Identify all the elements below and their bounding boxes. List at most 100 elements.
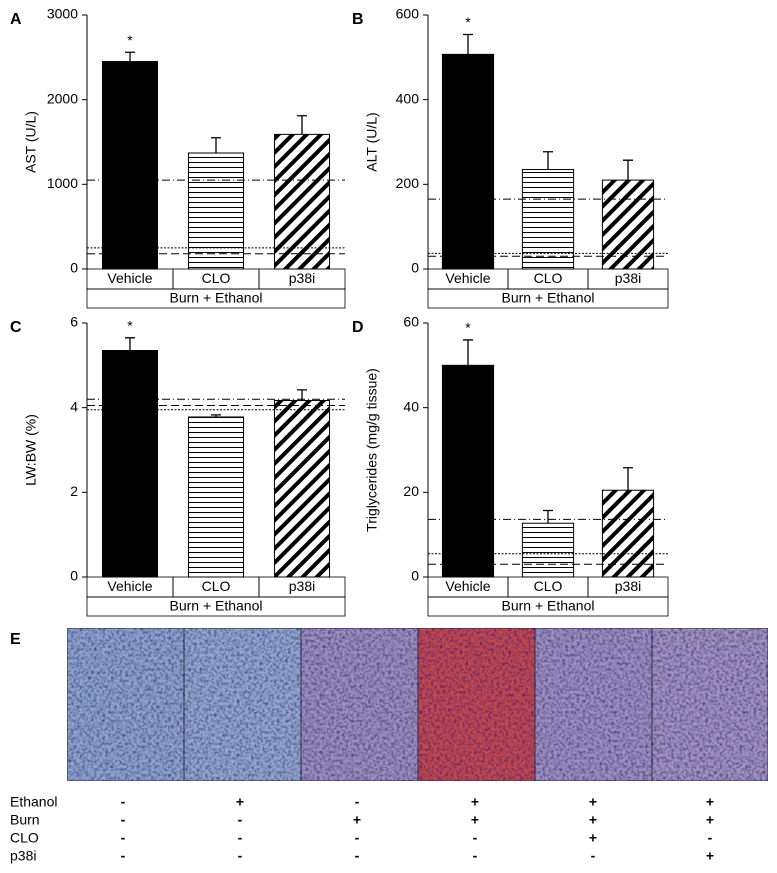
error-bar: [125, 51, 135, 62]
histology-image: [534, 627, 653, 782]
treatment-flag: -: [355, 848, 360, 864]
bar-chart: C LW:BW (%) 0 2 4 6 * Vehicle CLO p38i Burn + Etha…: [10, 314, 346, 617]
panel-label: A: [10, 11, 22, 28]
treatment-flag: -: [121, 830, 126, 846]
panel-label: D: [352, 319, 364, 336]
treatment-flag: -: [238, 830, 243, 846]
y-tick-label: 0: [70, 260, 78, 276]
bar: [521, 169, 575, 270]
bar: [187, 152, 245, 270]
treatment-flag: -: [355, 794, 360, 810]
bar: [521, 522, 575, 578]
y-tick-label: 600: [396, 6, 420, 22]
error-bar: [463, 339, 473, 366]
x-tick-label: Vehicle: [445, 270, 490, 286]
x-tick-label: CLO: [534, 578, 563, 594]
significance-mark: *: [465, 14, 471, 30]
bar: [273, 399, 331, 578]
treatment-flag: -: [121, 794, 126, 810]
panel-e: E: [10, 627, 769, 782]
group-label: Burn + Ethanol: [169, 290, 262, 306]
group-cell: [86, 596, 346, 617]
bar: [601, 179, 655, 270]
error-bar: [297, 115, 307, 135]
treatment-name: CLO: [10, 830, 39, 846]
x-tick-label: CLO: [202, 578, 231, 594]
error-bar: [125, 337, 135, 351]
treatment-flag: -: [238, 812, 243, 828]
treatment-flag: +: [471, 794, 479, 810]
group-cell: [427, 596, 669, 617]
y-tick-label: 6: [70, 314, 78, 330]
y-axis-label: Triglycerides (mg/g tissue): [364, 368, 380, 532]
treatment-name: Ethanol: [10, 794, 57, 810]
bar: [601, 489, 655, 578]
y-tick-label: 4: [70, 398, 78, 414]
treatment-flag: +: [706, 794, 714, 810]
panel-label: B: [352, 11, 364, 28]
significance-mark: *: [127, 32, 133, 48]
treatment-flag: +: [236, 794, 244, 810]
error-bar: [543, 509, 553, 524]
x-tick-label: CLO: [202, 270, 231, 286]
x-tick-label: p38i: [615, 270, 641, 286]
y-tick-label: 20: [403, 483, 419, 499]
y-tick-label: 0: [70, 568, 78, 584]
bar-chart: D Triglycerides (mg/g tissue) 0 20 40 60 * Vehi…: [352, 314, 669, 617]
y-tick-label: 3000: [47, 6, 78, 22]
histology-image: [300, 627, 419, 782]
x-tick-label: Vehicle: [445, 578, 490, 594]
x-tick-label: p38i: [615, 578, 641, 594]
group-cell: [427, 288, 669, 309]
histology-image: [417, 627, 536, 782]
bar: [441, 53, 495, 270]
treatment-flag: +: [589, 794, 597, 810]
histology-image: [183, 627, 302, 782]
x-tick-label: Vehicle: [107, 270, 152, 286]
y-tick-label: 2000: [47, 90, 78, 106]
significance-mark: *: [465, 320, 471, 336]
y-axis-label: ALT (U/L): [364, 112, 380, 171]
y-tick-label: 0: [411, 568, 419, 584]
treatment-flag: +: [589, 830, 597, 846]
y-tick-label: 1000: [47, 175, 78, 191]
error-bar: [623, 467, 633, 491]
y-tick-label: 2: [70, 483, 78, 499]
treatment-flag: -: [121, 812, 126, 828]
error-bar: [463, 33, 473, 55]
treatment-flag: -: [473, 848, 478, 864]
y-axis-label: AST (U/L): [23, 111, 39, 173]
y-tick-label: 0: [411, 260, 419, 276]
treatment-flag: -: [121, 848, 126, 864]
x-tick-label: CLO: [534, 270, 563, 286]
significance-mark: *: [127, 318, 133, 334]
treatment-flag: +: [471, 812, 479, 828]
treatment-name: Burn: [10, 812, 40, 828]
error-bar: [211, 414, 221, 417]
error-bar: [623, 159, 633, 181]
panel-label: E: [10, 631, 21, 648]
panel-label: C: [10, 319, 22, 336]
bar: [101, 61, 159, 270]
group-cell: [86, 288, 346, 309]
error-bar: [543, 151, 553, 170]
bar-chart: B ALT (U/L) 0 200 400 600 * Vehicle CLO p38i Burn …: [352, 6, 669, 309]
treatment-flag: -: [473, 830, 478, 846]
y-tick-label: 400: [396, 90, 420, 106]
bar: [273, 133, 331, 270]
bar: [187, 416, 245, 578]
treatment-flag: +: [706, 848, 714, 864]
x-tick-label: p38i: [289, 578, 315, 594]
y-tick-label: 40: [403, 398, 419, 414]
treatment-flag: -: [238, 848, 243, 864]
treatment-flag: +: [706, 812, 714, 828]
bar: [441, 364, 495, 578]
bar-chart: A AST (U/L) 0 1000 2000 3000 * Vehicle CLO p38i Bu…: [10, 6, 346, 309]
treatment-flag: -: [591, 848, 596, 864]
treatment-flag: +: [589, 812, 597, 828]
group-label: Burn + Ethanol: [501, 290, 594, 306]
histology-image: [651, 627, 769, 782]
error-bar: [211, 137, 221, 154]
treatment-name: p38i: [10, 848, 36, 864]
